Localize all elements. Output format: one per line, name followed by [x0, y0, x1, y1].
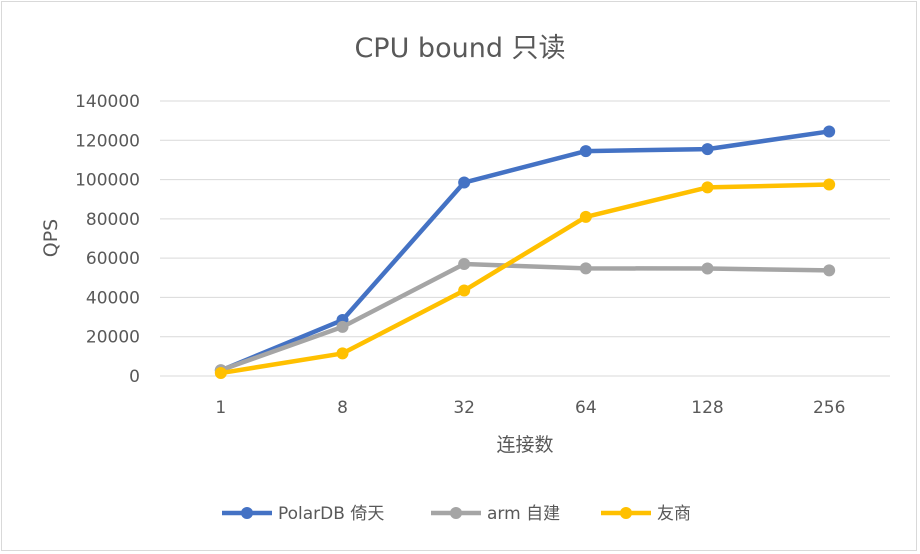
- data-point: [701, 262, 714, 275]
- data-point: [823, 125, 836, 138]
- legend: PolarDB 倚天 arm 自建 友商: [222, 504, 691, 524]
- x-tick-label: 128: [691, 398, 723, 418]
- x-tick-label: 8: [337, 398, 348, 418]
- y-tick-label: 100000: [75, 171, 140, 191]
- chart-title: CPU bound 只读: [354, 33, 565, 64]
- x-axis-title: 连接数: [496, 434, 553, 456]
- data-point: [458, 176, 471, 189]
- y-axis-title: QPS: [40, 219, 62, 257]
- series-line: [218, 182, 832, 376]
- data-point: [579, 145, 592, 158]
- data-point: [214, 367, 227, 380]
- data-point: [579, 262, 592, 275]
- legend-label: arm 自建: [487, 504, 560, 524]
- legend-marker: [620, 507, 632, 519]
- legend-label: 友商: [657, 504, 691, 524]
- y-tick-label: 120000: [75, 131, 140, 151]
- x-tick-label: 1: [215, 398, 226, 418]
- data-point: [458, 284, 471, 297]
- x-tick-label: 64: [575, 398, 597, 418]
- y-tick-label: 60000: [86, 249, 140, 269]
- x-axis-ticks: 1 8 32 64 128 256: [215, 398, 845, 418]
- legend-marker: [450, 507, 462, 519]
- data-point: [579, 210, 592, 223]
- data-point: [823, 264, 836, 277]
- y-tick-label: 40000: [86, 288, 140, 308]
- data-point: [701, 181, 714, 194]
- y-axis-ticks: 0 20000 40000 60000 80000 100000 120000 140000: [75, 92, 140, 387]
- x-tick-label: 256: [813, 398, 845, 418]
- y-tick-label: 0: [129, 367, 140, 387]
- data-point: [701, 143, 714, 156]
- data-point: [336, 347, 349, 360]
- gridlines: [160, 100, 890, 377]
- data-point: [458, 258, 471, 271]
- series-lines: [214, 125, 836, 380]
- y-tick-label: 80000: [86, 210, 140, 230]
- data-point: [823, 178, 836, 191]
- legend-marker: [241, 507, 253, 519]
- series-line: [218, 129, 832, 373]
- y-tick-label: 20000: [86, 328, 140, 348]
- y-tick-label: 140000: [75, 92, 140, 112]
- legend-label: PolarDB 倚天: [278, 504, 384, 524]
- data-point: [336, 320, 349, 333]
- series-line: [218, 261, 832, 373]
- x-tick-label: 32: [453, 398, 475, 418]
